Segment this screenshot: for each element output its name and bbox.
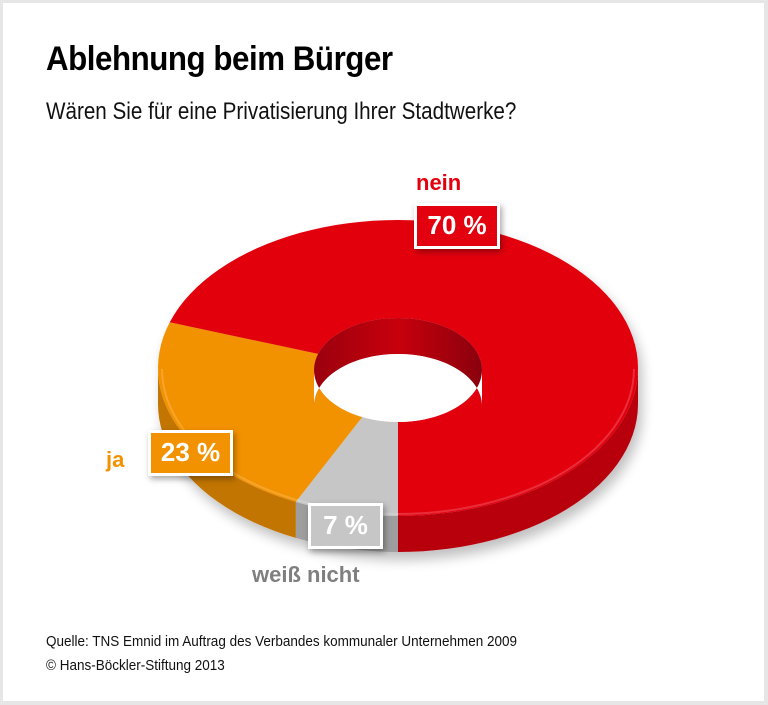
hole-inner-wall (314, 318, 482, 406)
slice-side-ja (158, 368, 296, 538)
label-ja: ja (106, 447, 125, 472)
label-nein: nein (416, 170, 462, 195)
slice-weiss-nicht (295, 417, 398, 516)
label-weiss-nicht: weiß nicht (252, 562, 360, 587)
copyright-note: © Hans-Böckler-Stiftung 2013 (46, 657, 225, 674)
chart-subtitle: Wären Sie für eine Privatisierung Ihrer … (46, 98, 517, 125)
source-note: Quelle: TNS Emnid im Auftrag des Verband… (46, 633, 518, 650)
value-box-nein: 70 % (414, 203, 500, 249)
slice-side-nein (398, 368, 638, 552)
hole-opening (314, 354, 482, 422)
slice-nein (169, 220, 638, 516)
value-box-weiss-nicht: 7 % (308, 503, 383, 549)
value-box-ja: 23 % (148, 430, 233, 476)
chart-title: Ablehnung beim Bürger (46, 40, 393, 78)
